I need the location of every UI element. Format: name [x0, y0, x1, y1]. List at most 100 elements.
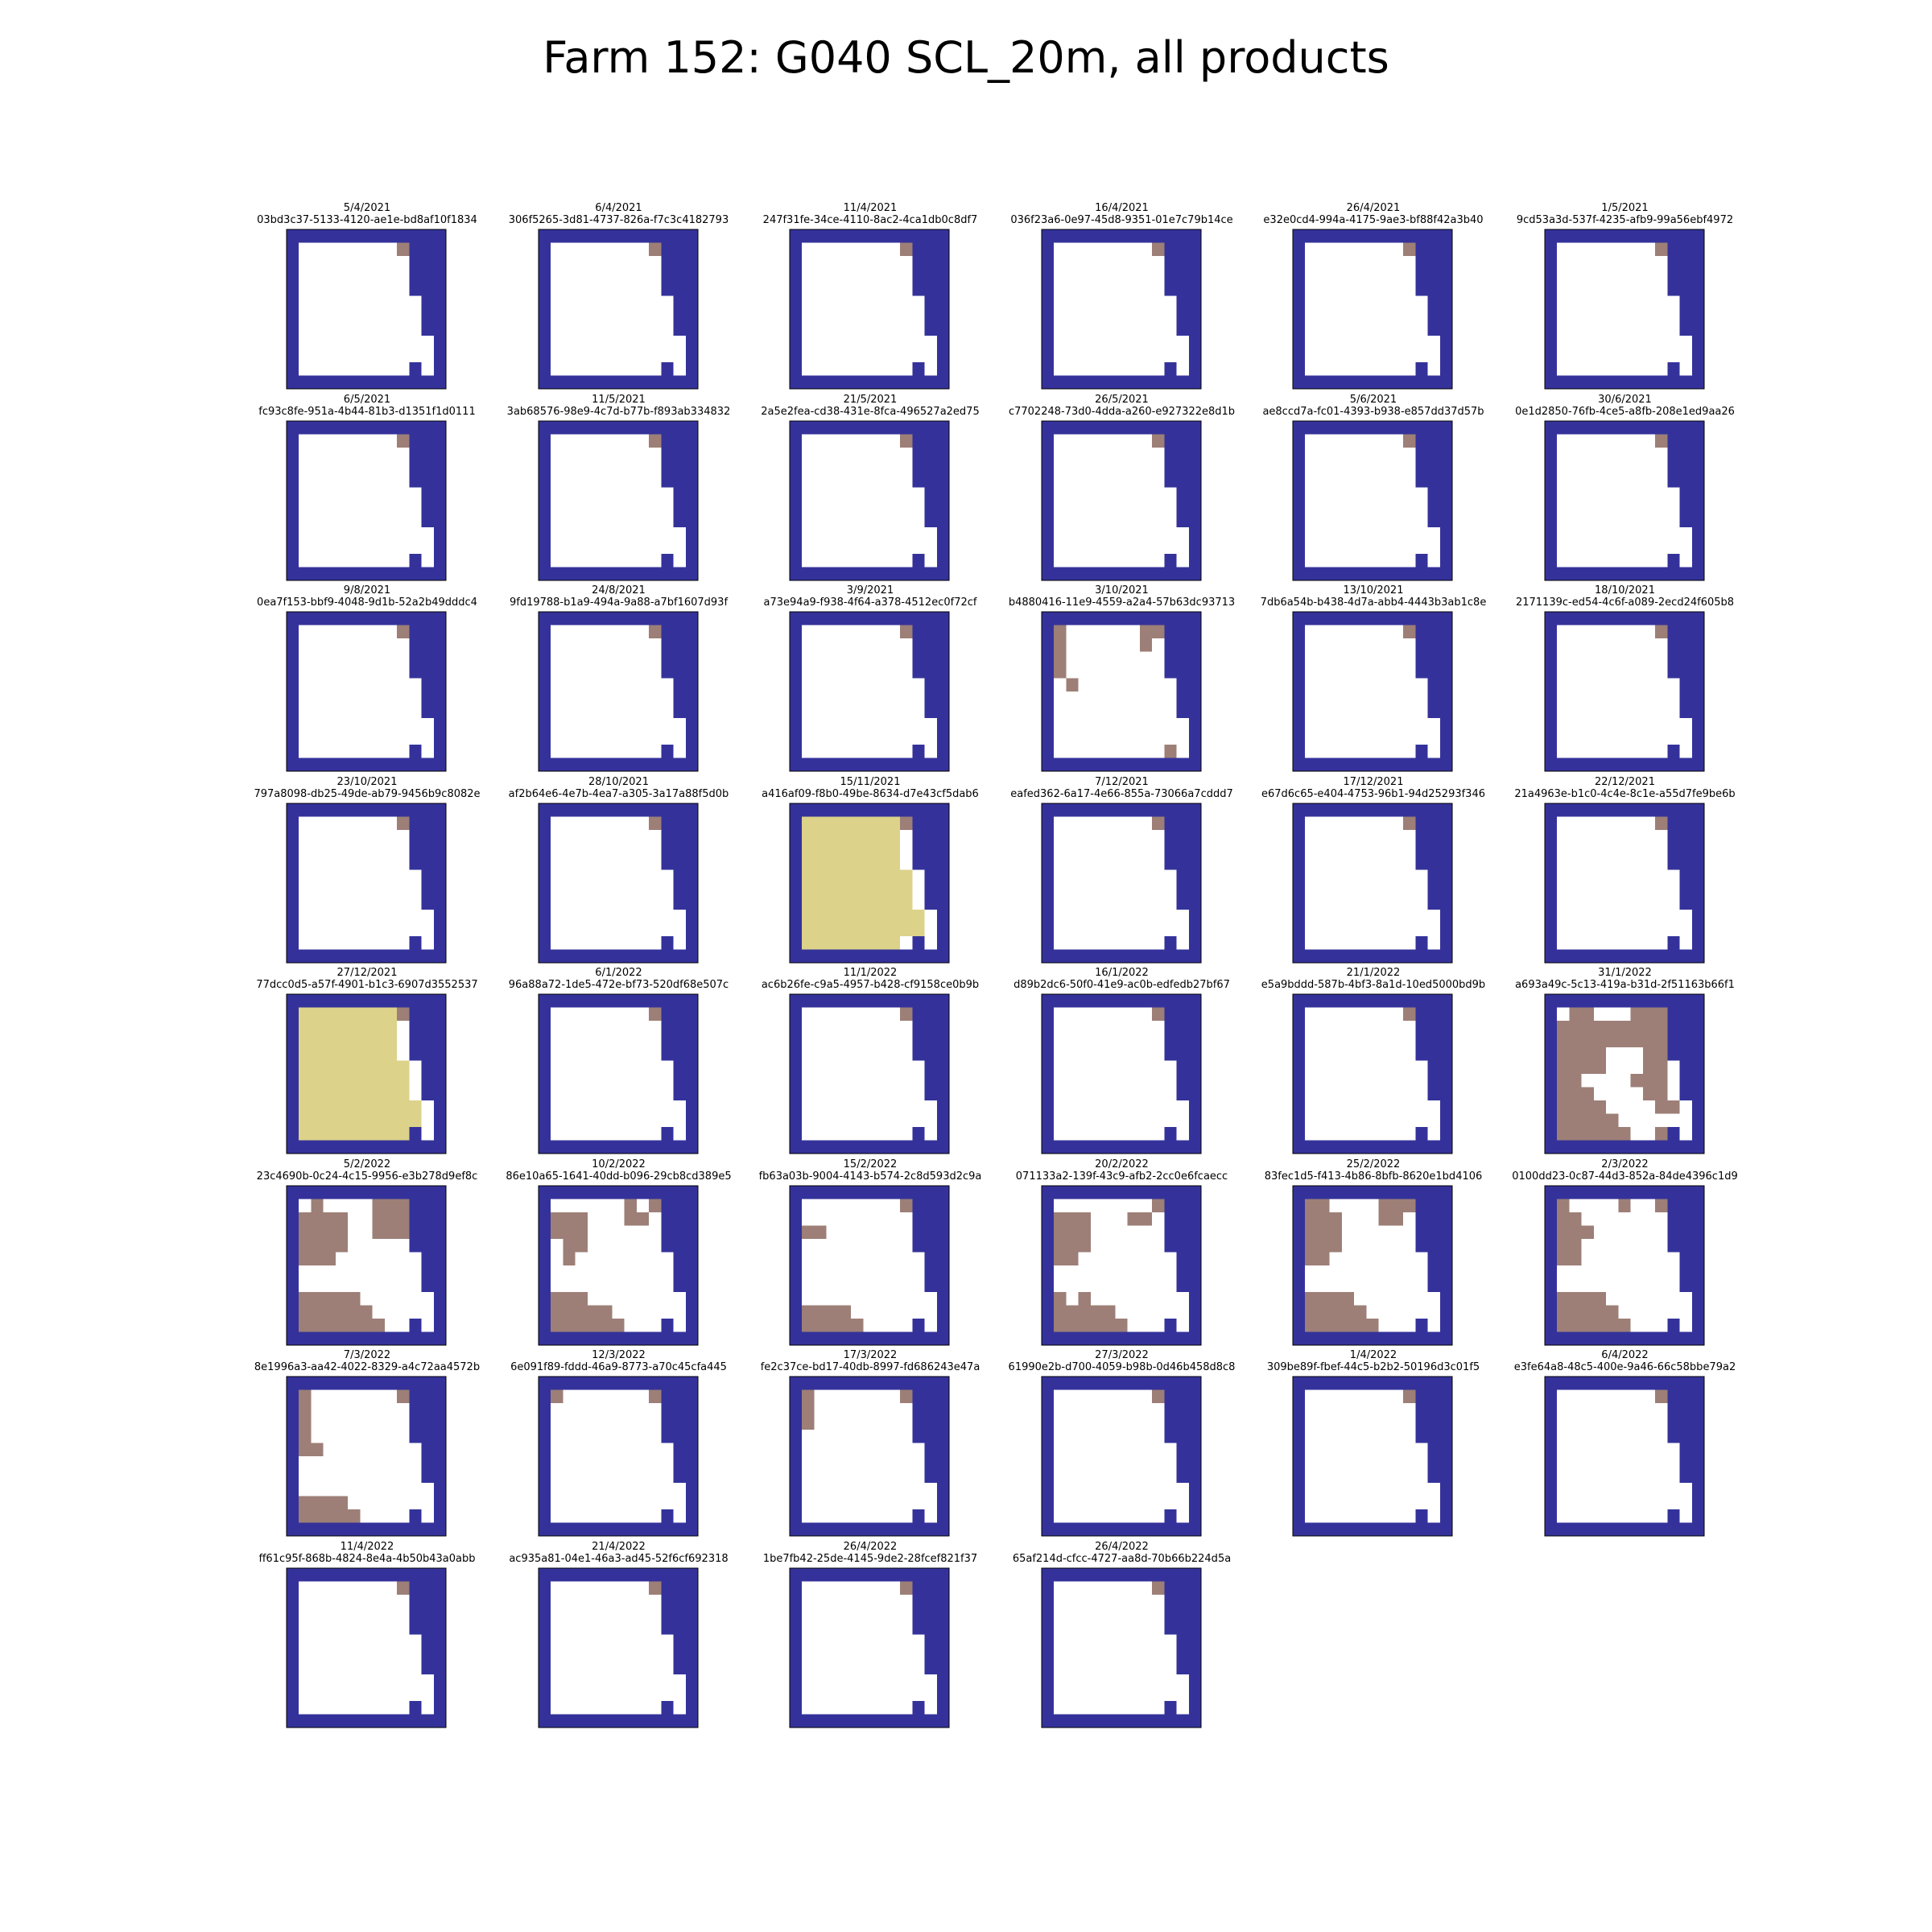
scl-cell-class-0 — [1691, 1060, 1705, 1075]
scl-cell-class-4 — [550, 242, 564, 257]
scl-cell-class-0 — [433, 375, 447, 390]
scl-cell-class-4 — [360, 322, 374, 336]
scl-cell-class-4 — [1354, 665, 1367, 679]
scl-cell-class-4 — [1127, 843, 1140, 857]
scl-cell-class-4 — [550, 295, 564, 310]
scl-cell-class-4 — [636, 745, 650, 759]
scl-cell-class-0 — [1176, 678, 1189, 692]
scl-cell-class-4 — [1127, 1007, 1140, 1022]
scl-cell-class-0 — [384, 420, 398, 435]
scl-cell-class-4 — [550, 1007, 564, 1022]
scl-cell-class-0 — [1176, 829, 1189, 844]
scl-cell-class-4 — [1139, 935, 1153, 950]
scl-cell-class-0 — [1427, 295, 1441, 310]
scl-cell-class-4 — [1617, 665, 1631, 679]
scl-cell-class-4 — [1341, 935, 1355, 950]
scl-cell-class-4 — [887, 309, 901, 324]
scl-cell-class-4 — [624, 1047, 637, 1062]
scl-cell-class-4 — [826, 665, 840, 679]
panel-product-id-label: 21a4963e-b1c0-4c4e-8c1e-a55d7fe9be6b — [1514, 787, 1736, 800]
scl-cell-class-0 — [1666, 1047, 1680, 1062]
scl-cell-class-0 — [1188, 909, 1202, 923]
scl-cell-class-4 — [802, 678, 815, 692]
scl-cell-class-0 — [1691, 434, 1705, 448]
scl-cell-class-4 — [624, 1087, 637, 1101]
scl-cell-class-4 — [1341, 242, 1355, 257]
scl-cell-class-4 — [1378, 1021, 1392, 1035]
scl-cell-class-4 — [311, 1265, 324, 1279]
scl-cell-class-0 — [1439, 460, 1453, 475]
scl-cell-class-0 — [685, 704, 699, 719]
scl-cell-class-0 — [660, 816, 674, 831]
scl-cell-class-0 — [1188, 869, 1202, 884]
scl-cell-class-4 — [624, 434, 637, 448]
scl-cell-class-0 — [1176, 1047, 1189, 1062]
scl-cell-class-0 — [1439, 322, 1453, 336]
scl-cell-class-4 — [1654, 269, 1668, 283]
scl-cell-class-4 — [1617, 745, 1631, 759]
scl-cell-class-4 — [372, 500, 386, 514]
scl-cell-class-4 — [575, 731, 588, 745]
scl-cell-class-8 — [1568, 1034, 1582, 1048]
scl-cell-class-4 — [1090, 309, 1104, 324]
scl-cell-class-4 — [1090, 923, 1104, 937]
scl-cell-class-4 — [384, 500, 398, 514]
scl-cell-class-0 — [611, 758, 625, 772]
scl-cell-class-0 — [575, 567, 588, 581]
scl-cell-class-9 — [875, 909, 889, 923]
scl-cell-class-0 — [1439, 1100, 1453, 1115]
panel-date-label: 22/12/2021 — [1595, 775, 1655, 788]
scl-cell-class-4 — [851, 1021, 864, 1035]
scl-cell-class-4 — [1427, 540, 1441, 555]
scl-cell-class-4 — [384, 553, 398, 568]
scl-cell-class-4 — [1078, 1113, 1092, 1128]
scl-cell-class-4 — [1163, 1113, 1177, 1128]
scl-cell-class-4 — [648, 691, 662, 706]
scl-cell-class-4 — [1341, 1060, 1355, 1075]
scl-cell-class-9 — [348, 1113, 361, 1128]
scl-cell-class-4 — [1366, 1087, 1380, 1101]
scl-cell-class-0 — [1415, 229, 1429, 244]
scl-cell-class-4 — [1065, 882, 1079, 897]
scl-cell-class-0 — [299, 567, 312, 581]
scl-cell-class-0 — [409, 375, 423, 390]
scl-cell-class-0 — [1439, 803, 1453, 817]
scl-cell-class-0 — [1293, 487, 1306, 502]
scl-cell-class-0 — [1139, 803, 1153, 817]
scl-cell-class-0 — [433, 1021, 447, 1035]
scl-cell-class-4 — [851, 434, 864, 448]
scl-cell-class-4 — [1642, 843, 1656, 857]
scl-cell-class-4 — [875, 718, 889, 733]
scl-cell-class-4 — [397, 1318, 410, 1332]
scl-cell-class-4 — [1139, 745, 1153, 759]
scl-cell-class-0 — [287, 1225, 299, 1240]
scl-cell-class-4 — [562, 434, 576, 448]
scl-cell-class-4 — [360, 487, 374, 502]
scl-cell-class-0 — [1293, 816, 1306, 831]
scl-cell-class-0 — [311, 567, 324, 581]
scl-cell-class-4 — [1139, 843, 1153, 857]
scl-cell-class-9 — [875, 816, 889, 831]
scl-cell-class-0 — [673, 829, 686, 844]
scl-cell-class-0 — [1293, 336, 1306, 350]
scl-cell-class-0 — [1439, 638, 1453, 653]
scl-cell-class-4 — [924, 526, 938, 541]
scl-cell-class-4 — [1366, 1100, 1380, 1115]
scl-cell-class-0 — [421, 1278, 435, 1293]
scl-cell-class-0 — [1041, 731, 1055, 745]
scl-cell-class-4 — [875, 295, 889, 310]
scl-cell-class-0 — [1630, 994, 1643, 1009]
scl-cell-class-0 — [562, 1140, 576, 1154]
scl-cell-class-0 — [433, 625, 447, 639]
scl-cell-class-0 — [384, 803, 398, 817]
scl-cell-class-4 — [1102, 625, 1116, 639]
scl-cell-class-0 — [1679, 487, 1692, 502]
panel-date-label: 10/2/2022 — [592, 1158, 646, 1170]
scl-cell-class-0 — [1188, 283, 1202, 297]
scl-cell-class-0 — [1176, 447, 1189, 461]
scl-cell-class-4 — [1630, 704, 1643, 719]
scl-cell-class-4 — [648, 1074, 662, 1088]
scl-cell-class-0 — [673, 638, 686, 653]
scl-cell-class-4 — [1127, 745, 1140, 759]
scl-cell-class-0 — [887, 803, 901, 817]
